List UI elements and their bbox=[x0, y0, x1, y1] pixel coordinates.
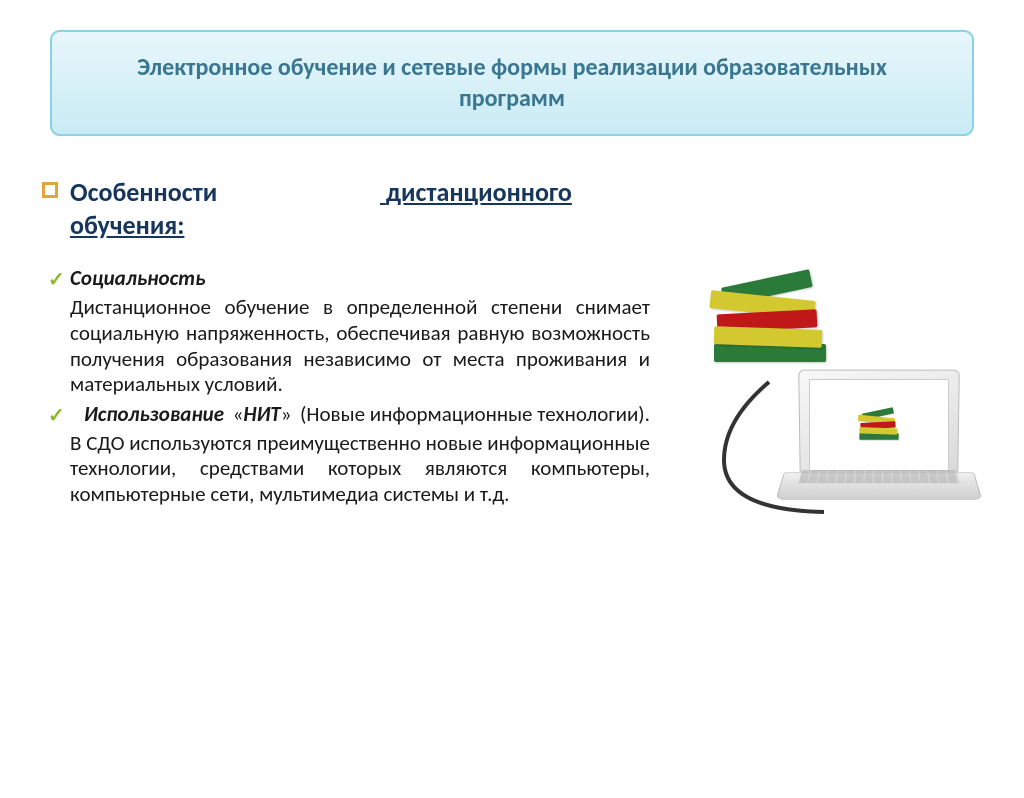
title-box: Электронное обучение и сетевые формы реа… bbox=[50, 30, 974, 136]
bullet-item-1: ✓ Социальность bbox=[70, 265, 650, 291]
quote-open: « bbox=[233, 401, 244, 427]
book-icon bbox=[714, 326, 823, 348]
item2-nit-wrap: «НИТ» bbox=[233, 401, 292, 427]
illustration bbox=[674, 280, 974, 520]
item2-suffix: (Новые информационные технологии). bbox=[300, 401, 650, 427]
section-header: Особенности дистанционного обучения: bbox=[70, 176, 974, 241]
heading-word-1: Особенности bbox=[70, 176, 380, 209]
bullet-item-2: ✓ Использование «НИТ» (Новые информацион… bbox=[70, 401, 650, 427]
item2-prefix: Использование bbox=[84, 401, 224, 427]
checkmark-icon: ✓ bbox=[48, 403, 65, 428]
laptop-screen bbox=[809, 379, 949, 471]
checkmark-icon: ✓ bbox=[48, 267, 65, 292]
laptop-icon bbox=[784, 370, 974, 520]
item2-line1: Использование «НИТ» (Новые информационны… bbox=[70, 401, 650, 427]
item2-body: В СДО используются преимущественно новые… bbox=[70, 431, 650, 508]
mini-book-stack-icon bbox=[859, 411, 898, 439]
item2-nit: НИТ bbox=[243, 401, 280, 427]
heading-word-3: обучения: bbox=[70, 209, 184, 241]
item1-body: Дистанционное обучение в определенной ст… bbox=[70, 295, 650, 397]
slide-title: Электронное обучение и сетевые формы реа… bbox=[82, 52, 942, 114]
section-heading: Особенности дистанционного обучения: bbox=[70, 176, 974, 241]
heading-word-2: дистанционного bbox=[386, 176, 572, 208]
laptop-keyboard bbox=[799, 470, 960, 483]
quote-close: » bbox=[281, 401, 292, 427]
square-bullet-icon bbox=[42, 182, 58, 198]
item1-label: Социальность bbox=[70, 265, 205, 291]
text-block: ✓ Социальность Дистанционное обучение в … bbox=[70, 265, 650, 507]
book-stack-icon bbox=[714, 280, 826, 360]
